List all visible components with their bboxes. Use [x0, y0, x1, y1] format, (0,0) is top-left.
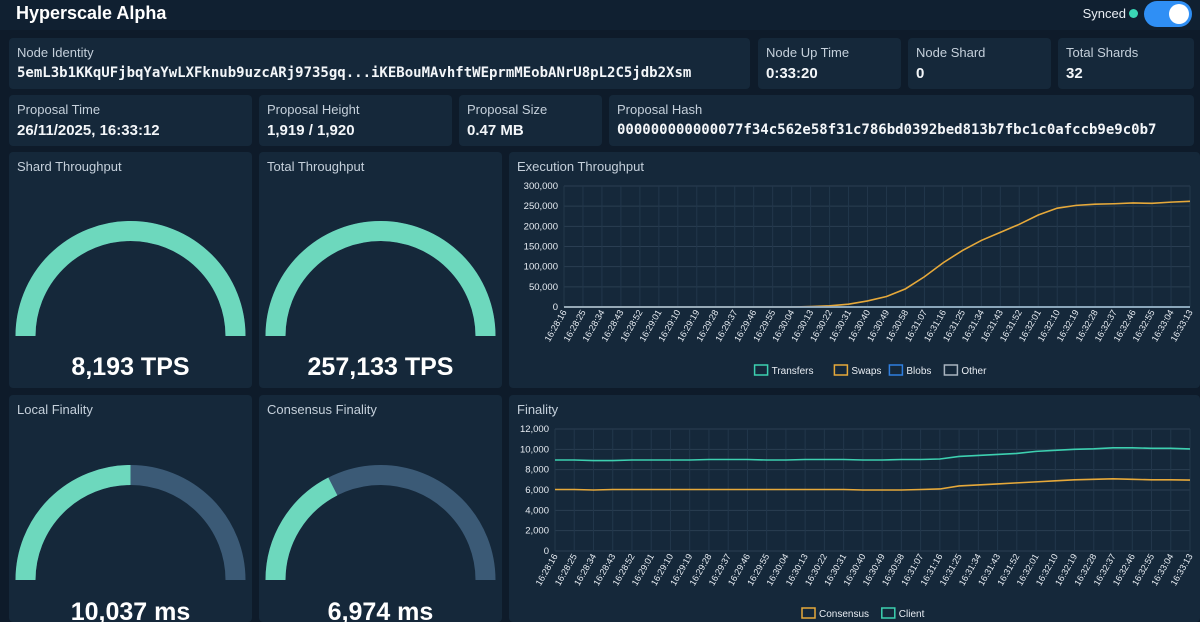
gauge-track	[265, 465, 496, 581]
y-tick-label: 100,000	[524, 262, 558, 273]
node-uptime-value: 0:33:20	[766, 65, 818, 82]
y-tick-label: 300,000	[524, 181, 558, 192]
series-line-consensus	[555, 478, 1191, 491]
node-shard-value: 0	[916, 65, 925, 82]
legend-label-swaps: Swaps	[851, 366, 881, 377]
gauge-fill	[15, 465, 131, 581]
consensus-finality-label: Consensus Finality	[267, 402, 377, 417]
gauge-fill	[265, 477, 338, 581]
y-tick-label: 0	[544, 546, 549, 557]
y-tick-label: 50,000	[529, 282, 558, 293]
execution-throughput-title: Execution Throughput	[517, 159, 644, 174]
total-throughput-label: Total Throughput	[267, 159, 365, 174]
series-line-swaps	[564, 200, 1191, 308]
proposal-hash-panel: Proposal Hash 000000000000077f34c562e58f…	[609, 95, 1194, 146]
proposal-hash-label: Proposal Hash	[617, 102, 703, 117]
total-throughput-gauge	[265, 221, 496, 337]
proposal-height-panel: Proposal Height 1,919 / 1,920	[259, 95, 452, 146]
legend-swatch-blobs	[888, 364, 904, 376]
local-finality-panel: Local Finality 10,037 ms	[9, 395, 252, 622]
shard-throughput-panel: Shard Throughput 8,193 TPS	[9, 152, 252, 388]
legend-label-client: Client	[899, 609, 925, 620]
proposal-size-panel: Proposal Size 0.47 MB	[459, 95, 602, 146]
total-shards-value: 32	[1066, 65, 1083, 82]
shard-throughput-gauge	[15, 221, 246, 337]
gauge-fill	[15, 221, 246, 337]
local-finality-gauge	[15, 465, 246, 581]
total-shards-label: Total Shards	[1066, 45, 1139, 60]
finality-chart: 02,0004,0006,0008,00010,00012,00016:28:1…	[520, 424, 1195, 620]
local-finality-value: 10,037 ms	[70, 598, 191, 622]
consensus-finality-value: 6,974 ms	[327, 598, 434, 622]
proposal-height-value: 1,919 / 1,920	[267, 122, 355, 139]
series-line-client	[555, 447, 1191, 462]
legend-swatch-client	[881, 607, 896, 619]
legend-label-transfers: Transfers	[772, 366, 814, 377]
sync-status-label: Synced	[1082, 6, 1126, 21]
sync-status-dot-icon	[1129, 9, 1138, 18]
total-throughput-value: 257,133 TPS	[307, 353, 454, 381]
toggle-knob	[1169, 4, 1189, 24]
proposal-time-panel: Proposal Time 26/11/2025, 16:33:12	[9, 95, 252, 146]
proposal-size-label: Proposal Size	[467, 102, 548, 117]
top-bar: Hyperscale Alpha Synced	[0, 0, 1200, 30]
y-tick-label: 12,000	[520, 424, 549, 435]
y-tick-label: 0	[553, 302, 558, 313]
shard-throughput-value: 8,193 TPS	[71, 353, 190, 381]
y-tick-label: 6,000	[525, 485, 549, 496]
proposal-time-value: 26/11/2025, 16:33:12	[17, 122, 160, 139]
gauge-fill	[265, 221, 496, 337]
y-tick-label: 200,000	[524, 221, 558, 232]
node-identity-panel: Node Identity 5emL3b1KKqUFjbqYaYwLXFknub…	[9, 38, 750, 89]
finality-panel: Finality 0 2,000 4,000 6,000 8,000 10,000 12,0…	[509, 395, 1200, 622]
local-finality-label: Local Finality	[17, 402, 93, 417]
node-uptime-panel: Node Up Time 0:33:20	[758, 38, 901, 89]
node-identity-label: Node Identity	[17, 45, 94, 60]
consensus-finality-gauge	[265, 465, 496, 581]
gauge-track	[15, 221, 246, 337]
y-tick-label: 250,000	[524, 201, 558, 212]
y-tick-label: 8,000	[525, 465, 549, 476]
total-shards-panel: Total Shards 32	[1058, 38, 1194, 89]
proposal-height-label: Proposal Height	[267, 102, 360, 117]
y-tick-label: 10,000	[520, 444, 549, 455]
execution-throughput-panel: Execution Throughput 0 50,000 100,000 150,0…	[509, 152, 1200, 388]
legend-swatch-swaps	[833, 364, 849, 376]
shard-throughput-label: Shard Throughput	[17, 159, 122, 174]
legend-swatch-transfers	[753, 364, 769, 376]
node-uptime-label: Node Up Time	[766, 45, 850, 60]
proposal-time-label: Proposal Time	[17, 102, 101, 117]
consensus-finality-panel: Consensus Finality 6,974 ms	[259, 395, 502, 622]
total-throughput-panel: Total Throughput 257,133 TPS	[259, 152, 502, 388]
y-tick-label: 4,000	[525, 505, 549, 516]
y-tick-label: 2,000	[525, 526, 549, 537]
execution-throughput-chart: 0 50,000 100,000 150,000 200,000 250,000 300,0…	[524, 181, 1195, 377]
legend-label-other: Other	[961, 366, 987, 377]
app-title: Hyperscale Alpha	[16, 3, 167, 23]
legend-label-blobs: Blobs	[906, 366, 931, 377]
node-shard-panel: Node Shard 0	[908, 38, 1051, 89]
node-shard-label: Node Shard	[916, 45, 986, 60]
legend-swatch-other	[943, 364, 959, 376]
legend-swatch-consensus	[801, 607, 816, 619]
proposal-size-value: 0.47 MB	[467, 122, 524, 139]
gauge-track	[15, 465, 246, 581]
proposal-hash-value: 000000000000077f34c562e58f31c786bd0392be…	[617, 122, 1157, 138]
finality-title: Finality	[517, 402, 559, 417]
legend-label-consensus: Consensus	[819, 609, 869, 620]
gauge-track	[265, 221, 496, 337]
y-tick-label: 150,000	[524, 242, 558, 253]
node-identity-value: 5emL3b1KKqUFjbqYaYwLXFknub9uzcARj9735gq.…	[17, 65, 692, 81]
sync-toggle[interactable]	[1144, 1, 1192, 27]
